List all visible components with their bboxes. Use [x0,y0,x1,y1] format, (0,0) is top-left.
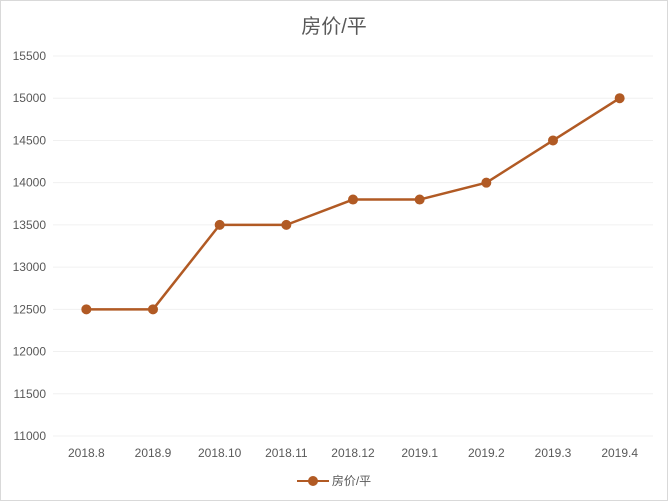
y-tick-label: 12500 [13,302,47,316]
data-point [414,194,425,205]
data-point [614,93,625,104]
x-tick-label: 2018.8 [68,446,105,460]
data-point [148,304,158,315]
x-tick-label: 2019.4 [601,446,638,460]
y-tick-label: 15500 [13,49,47,63]
x-tick-label: 2019.2 [468,446,505,460]
data-point [348,194,358,205]
data-point [81,304,92,315]
y-tick-label: 11500 [14,387,47,401]
x-tick-label: 2018.9 [135,446,172,460]
legend-swatch-icon [296,475,329,487]
x-tick-label: 2019.1 [401,446,438,460]
data-point [481,177,492,188]
legend: 房价/平 [1,472,667,489]
y-tick-label: 13000 [13,260,47,274]
x-tick-label: 2018.10 [198,446,242,460]
data-point [548,135,558,146]
x-tick-label: 2018.12 [331,446,375,460]
legend-label: 房价/平 [331,474,372,488]
y-tick-label: 11000 [14,429,47,443]
x-tick-label: 2018.11 [265,446,308,460]
y-tick-label: 14500 [13,133,47,147]
y-tick-label: 14000 [13,176,47,190]
x-tick-label: 2019.3 [535,446,572,460]
data-point [214,219,225,230]
data-point [281,219,292,230]
chart-title: 房价/平 [301,16,367,38]
y-tick-label: 12000 [13,345,47,359]
y-tick-label: 13500 [13,218,47,232]
y-tick-label: 15000 [13,91,47,105]
